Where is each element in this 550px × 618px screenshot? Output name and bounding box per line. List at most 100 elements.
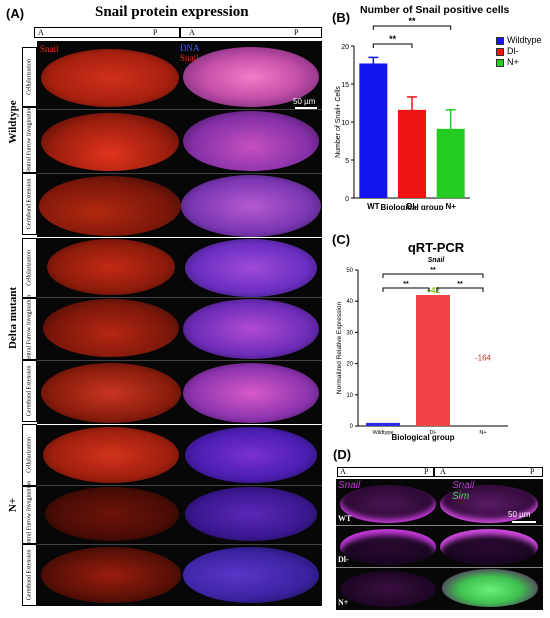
scale-bar-label: 50 µm bbox=[508, 510, 531, 519]
posterior-label: P bbox=[530, 467, 535, 476]
embryo-image bbox=[47, 239, 175, 295]
data-label: +42 bbox=[426, 286, 440, 295]
significance-bracket bbox=[382, 287, 430, 292]
embryo-image bbox=[43, 427, 179, 483]
panel-a-letter: (A) bbox=[6, 6, 25, 21]
y-tick-label: 10 bbox=[341, 120, 349, 127]
x-tick-label: Dl- bbox=[429, 430, 436, 436]
divider bbox=[37, 544, 322, 545]
ap-axis-bar-left: A P bbox=[34, 27, 180, 38]
embryo-image bbox=[185, 239, 317, 297]
embryo-image bbox=[440, 529, 538, 565]
significance-bracket bbox=[372, 25, 452, 30]
legend-label-dl: Dl- bbox=[507, 46, 519, 56]
legend-label-wildtype: Wildtype bbox=[507, 35, 542, 45]
row-label-n-plus: N+ bbox=[338, 598, 349, 607]
embryo-image bbox=[340, 571, 436, 607]
stage-label-wt-cell: Cellularization bbox=[22, 47, 37, 107]
anterior-label: A bbox=[440, 467, 446, 476]
embryo-image bbox=[442, 569, 538, 607]
divider bbox=[336, 525, 543, 526]
embryo-image bbox=[340, 529, 436, 565]
posterior-label: P bbox=[424, 467, 429, 476]
y-tick-label: 5 bbox=[345, 158, 349, 165]
data-label: -164 bbox=[475, 353, 492, 362]
x-tick-label: Dl- bbox=[407, 202, 418, 210]
stage-label-dl-vfi: Ventral Furrow Invagination bbox=[22, 295, 37, 363]
legend-swatch-dl bbox=[496, 48, 504, 56]
significance-bracket bbox=[372, 43, 413, 48]
significance-label: ** bbox=[430, 267, 436, 274]
y-tick-label: 40 bbox=[346, 299, 353, 305]
embryo-image bbox=[340, 485, 436, 523]
anterior-label: A bbox=[340, 467, 346, 476]
embryo-image bbox=[185, 427, 317, 483]
stage-label-n-cell: Cellularization bbox=[22, 424, 37, 486]
channel-label-snail: Snail bbox=[338, 480, 361, 491]
ap-axis-bar-left: A P bbox=[337, 467, 434, 477]
chart-b-title: Number of Snail positive cells bbox=[360, 4, 510, 16]
embryo-image bbox=[440, 485, 538, 523]
divider bbox=[37, 237, 322, 238]
embryo-image bbox=[185, 487, 317, 541]
stage-label-n-gbe: Germband Extension bbox=[22, 544, 37, 606]
significance-label: ** bbox=[389, 34, 397, 44]
anterior-label: A bbox=[38, 28, 44, 37]
group-label-n-plus: N+ bbox=[7, 497, 19, 513]
channel-label-dna: DNA bbox=[180, 43, 200, 53]
embryo-image bbox=[43, 299, 179, 357]
divider bbox=[37, 297, 322, 298]
channel-label-snail: Snail bbox=[180, 53, 199, 63]
chart-c-title: qRT-PCR bbox=[408, 240, 465, 255]
divider bbox=[37, 485, 322, 486]
scale-bar bbox=[512, 521, 536, 523]
divider bbox=[336, 567, 543, 568]
embryo-image bbox=[183, 47, 319, 107]
microscopy-image-grid: Snail DNA Snail 50 µm bbox=[37, 41, 322, 606]
channel-label-snail: Snail bbox=[40, 44, 59, 54]
panel-b-letter: (B) bbox=[332, 10, 351, 25]
x-tick-label: N+ bbox=[445, 202, 456, 210]
legend-swatch-wildtype bbox=[496, 37, 504, 45]
divider bbox=[37, 109, 322, 110]
y-tick-label: 10 bbox=[346, 393, 353, 399]
y-tick-label: 30 bbox=[346, 330, 353, 336]
stage-label-dl-gbe: Germband Extension bbox=[22, 360, 37, 422]
y-tick-label: 50 bbox=[346, 268, 353, 274]
embryo-image bbox=[39, 176, 181, 236]
y-tick-label: 20 bbox=[346, 362, 353, 368]
chart-c-qrt-pcr: qRT-PCR Snail 0 10 20 30 40 50 Wildtype Dl- N+ +4… bbox=[336, 240, 508, 442]
scale-bar bbox=[295, 107, 317, 109]
x-tick-label: Wildtype bbox=[372, 430, 393, 436]
bar bbox=[416, 294, 450, 426]
embryo-image bbox=[41, 113, 179, 171]
channel-label-sim: Sim bbox=[452, 491, 470, 502]
panel-d-letter: (D) bbox=[333, 447, 352, 462]
x-tick-label: WT bbox=[367, 202, 380, 210]
stage-label-n-vfi: Ventral Furrow Invagination bbox=[22, 481, 37, 549]
significance-label: ** bbox=[403, 281, 409, 288]
stage-label-wt-gbe: Germband Extension bbox=[22, 173, 37, 235]
panel-a-title: Snail protein expression bbox=[95, 4, 249, 20]
row-label-wt: WT bbox=[338, 514, 352, 523]
embryo-image bbox=[41, 363, 181, 423]
y-axis-label: Number of Snail+ Cells bbox=[335, 86, 342, 158]
y-tick-label: 20 bbox=[341, 44, 349, 51]
scale-bar-label: 50 µm bbox=[293, 97, 316, 106]
y-tick-label: 0 bbox=[350, 424, 354, 430]
legend-swatch-n-plus bbox=[496, 59, 504, 67]
x-axis-label: Biological group bbox=[391, 433, 454, 442]
significance-label: ** bbox=[457, 281, 463, 288]
divider bbox=[37, 173, 322, 174]
embryo-image bbox=[183, 111, 319, 171]
divider bbox=[37, 424, 322, 425]
channel-label-snail: Snail bbox=[452, 480, 475, 491]
embryo-image bbox=[41, 547, 181, 603]
anterior-label: A bbox=[189, 28, 195, 37]
panel-d-image-grid: Snail Snail Sim WT Dl- N+ 50 µm bbox=[336, 479, 543, 610]
bar bbox=[366, 422, 400, 426]
significance-bracket bbox=[382, 273, 484, 278]
embryo-image bbox=[183, 363, 319, 423]
posterior-label: P bbox=[294, 28, 299, 37]
legend-label-n-plus: N+ bbox=[507, 57, 519, 67]
